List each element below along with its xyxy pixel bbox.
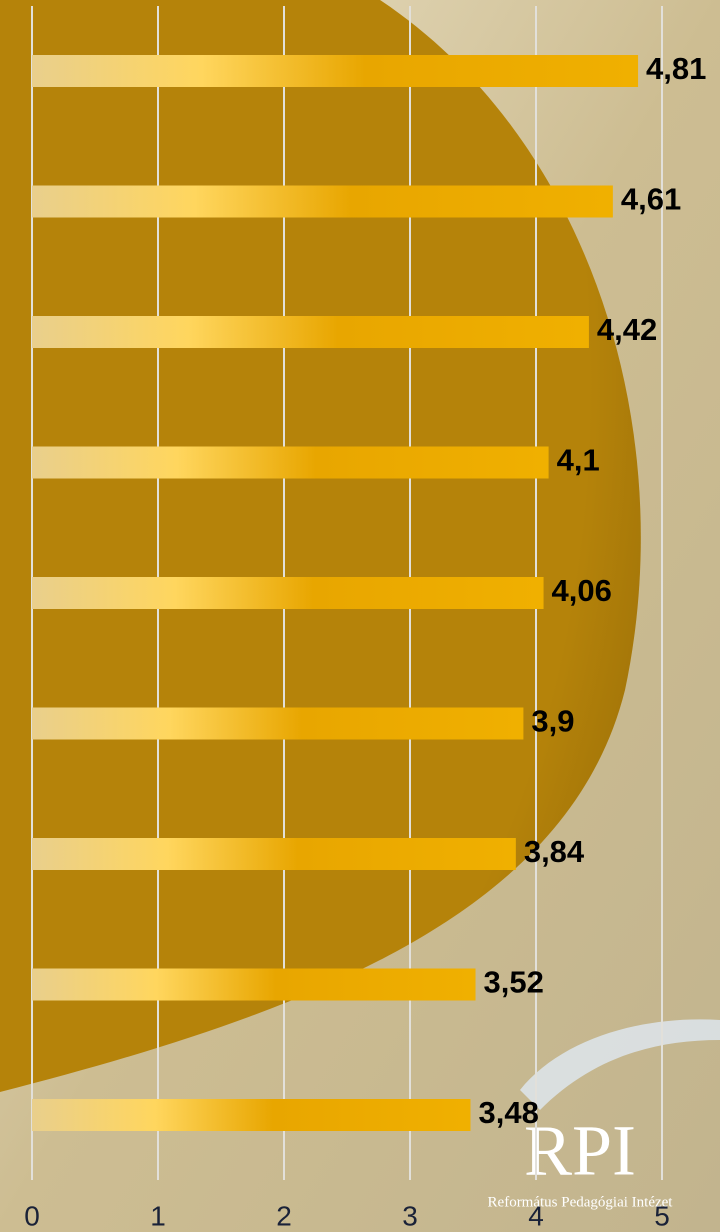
background-disc xyxy=(0,0,641,1092)
value-label: 4,06 xyxy=(552,573,612,608)
x-tick-label: 2 xyxy=(276,1200,292,1231)
value-label: 4,42 xyxy=(597,312,657,347)
value-label: 4,61 xyxy=(621,182,681,217)
value-label: 3,84 xyxy=(524,834,585,869)
value-label: 3,48 xyxy=(478,1095,538,1130)
bar xyxy=(32,838,516,870)
bar xyxy=(32,185,613,218)
value-label: 3,9 xyxy=(531,704,574,739)
bar xyxy=(32,446,549,479)
value-label: 4,1 xyxy=(557,443,600,478)
bar xyxy=(32,577,544,609)
logo-wing xyxy=(520,1019,720,1110)
bar xyxy=(32,55,639,87)
bar xyxy=(32,968,476,1001)
bar xyxy=(32,316,589,348)
bar xyxy=(32,1099,471,1131)
x-tick-label: 4 xyxy=(528,1200,544,1231)
x-tick-label: 0 xyxy=(24,1200,40,1231)
x-tick-label: 1 xyxy=(150,1200,166,1231)
logo-text: RPI xyxy=(524,1111,636,1191)
logo-subtitle: Református Pedagógiai Intézet xyxy=(488,1194,674,1210)
x-tick-label: 3 xyxy=(402,1200,418,1231)
bar xyxy=(32,707,524,740)
x-tick-label: 5 xyxy=(654,1200,670,1231)
value-label: 3,52 xyxy=(484,965,544,1000)
value-label: 4,81 xyxy=(646,51,706,86)
